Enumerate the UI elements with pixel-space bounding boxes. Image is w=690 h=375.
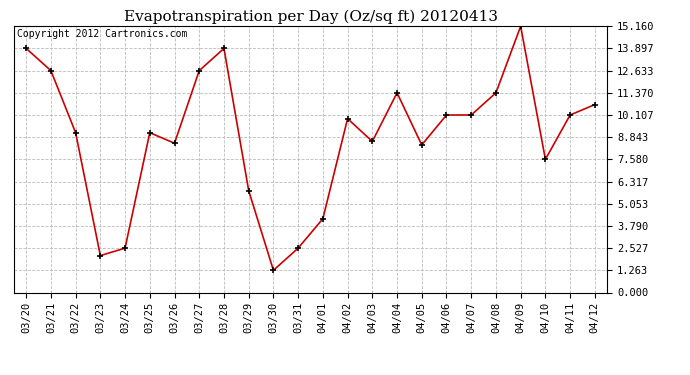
Title: Evapotranspiration per Day (Oz/sq ft) 20120413: Evapotranspiration per Day (Oz/sq ft) 20… (124, 9, 497, 24)
Text: Copyright 2012 Cartronics.com: Copyright 2012 Cartronics.com (17, 29, 187, 39)
